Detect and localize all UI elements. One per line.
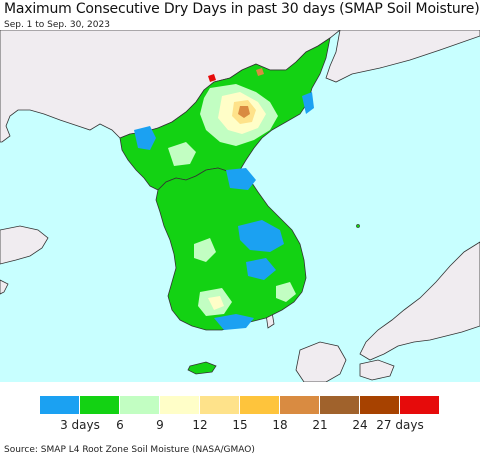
legend-swatch: [40, 396, 80, 414]
legend-swatch: [320, 396, 360, 414]
korea-dry-days-map: [0, 30, 480, 382]
legend-swatch: [400, 396, 440, 414]
data-source: Source: SMAP L4 Root Zone Soil Moisture …: [4, 445, 255, 455]
legend-tick-label: 3 days: [60, 418, 100, 432]
map-area: [0, 30, 480, 382]
nk-pale-patch-2: [168, 142, 196, 166]
japan-kyushu: [295, 341, 347, 382]
nk-brown-patch: [238, 106, 250, 118]
nk-north-tip-orange: [256, 68, 264, 76]
sk-southwest-yellow: [208, 296, 224, 310]
legend-swatch: [120, 396, 160, 414]
sk-central-blue: [238, 220, 284, 252]
nk-north-tip-red: [208, 74, 216, 82]
sk-west-pale: [194, 238, 216, 262]
legend-tick-label: 12: [192, 418, 208, 432]
legend-tick-label: 24: [352, 418, 368, 432]
map-title: Maximum Consecutive Dry Days in past 30 …: [4, 1, 480, 17]
sk-southcoast-blue: [214, 314, 254, 330]
shandong-peninsula: [0, 225, 49, 265]
legend-swatch: [160, 396, 200, 414]
legend-tick-label: 21: [312, 418, 328, 432]
border-blue: [226, 168, 256, 190]
legend-swatch: [80, 396, 120, 414]
sk-east-pale: [276, 282, 296, 302]
legend-tick-label: 9: [156, 418, 164, 432]
legend-tick-label: 15: [232, 418, 248, 432]
china-coast-south: [0, 279, 9, 295]
color-legend: [40, 396, 440, 414]
japan-honshu: [359, 241, 480, 361]
sk-south-blue-1: [246, 258, 276, 280]
legend-tick-label: 6: [116, 418, 124, 432]
legend-swatch: [360, 396, 400, 414]
nk-west-blue: [134, 126, 156, 150]
nk-east-blue: [302, 92, 314, 114]
jeju-island: [187, 361, 217, 375]
legend-tick-label: 18: [272, 418, 288, 432]
legend-swatch: [200, 396, 240, 414]
russia-coast: [325, 30, 480, 83]
south-korea: [155, 167, 307, 331]
legend-tick-label: 27 days: [376, 418, 424, 432]
legend-swatch: [280, 396, 320, 414]
ulleung-island: [356, 224, 360, 228]
legend-swatch: [240, 396, 280, 414]
japan-shikoku: [359, 359, 395, 381]
legend-ticks: 3 days 6 9 12 15 18 21 24 27 days: [40, 418, 440, 432]
map-subtitle: Sep. 1 to Sep. 30, 2023: [4, 20, 110, 30]
